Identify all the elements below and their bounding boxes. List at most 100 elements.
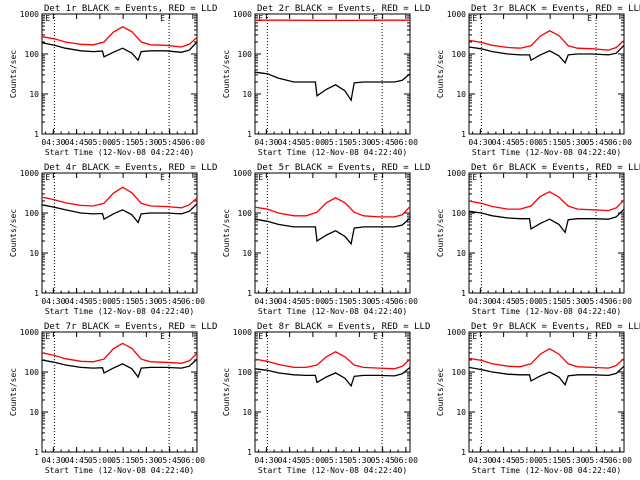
detector-panel-6: Det 6r BLACK = Events, RED = LLD 1 10 100 10… [436,163,640,316]
x-tick-label: 05:30 [134,138,158,147]
y-tick-label: 1000 [447,328,466,337]
x-tick-label: 04:45 [492,297,516,306]
x-tick-label: 05:45 [158,138,182,147]
event-marker-label: E [160,332,165,341]
y-axis-label: Counts/sec [436,368,445,416]
x-axis-label: Start Time (12-Nov-08 04:22:40) [45,148,194,157]
x-tick-label: 04:45 [278,297,302,306]
x-tick-label: 06:00 [181,297,205,306]
plot-frame [468,13,625,135]
x-tick-label: 05:00 [88,138,112,147]
x-axis-label: Start Time (12-Nov-08 04:22:40) [472,466,621,475]
x-tick-label: 04:30 [41,138,65,147]
y-tick-label: 1 [461,130,466,139]
x-tick-label: 05:30 [347,456,371,465]
panel-title: Det 7r BLACK = Events, RED = LLD [44,322,217,332]
y-tick-label: 1000 [233,10,252,19]
detector-panel-7: Det 7r BLACK = Events, RED = LLD 1 10 100 10… [9,322,217,475]
event-marker-label: E [472,14,477,23]
series-events-line [254,366,411,388]
event-marker-label: E [373,173,378,182]
x-tick-label: 05:45 [371,138,395,147]
event-marker-label: E [587,173,592,182]
event-marker-label: E [160,14,165,23]
x-tick-label: 04:45 [278,456,302,465]
panel-title: Det 4r BLACK = Events, RED = LLD [44,163,217,173]
series-lld-line [41,26,198,48]
y-tick-label: 1 [247,448,252,457]
detector-panel-4: Det 4r BLACK = Events, RED = LLD 1 10 100 10… [9,163,217,316]
x-tick-label: 05:00 [515,456,539,465]
x-tick-label: 05:45 [158,297,182,306]
x-tick-label: 06:00 [181,456,205,465]
x-tick-label: 04:45 [65,138,89,147]
y-tick-label: 1 [34,289,39,298]
x-tick-label: 05:00 [515,138,539,147]
detector-panel-1: Det 1r BLACK = Events, RED = LLD 1 10 100 10… [9,4,217,157]
x-tick-label: 05:45 [585,138,609,147]
x-tick-label: 05:15 [111,138,135,147]
series-events-line [254,71,411,102]
y-tick-label: 100 [238,368,253,377]
detector-panel-8: Det 8r BLACK = Events, RED = LLD 1 10 100 10… [222,322,430,475]
y-axis-label: Counts/sec [222,368,231,416]
y-axis-label: Counts/sec [222,209,231,257]
x-tick-label: 04:45 [65,297,89,306]
x-tick-label: 05:45 [585,456,609,465]
y-tick-label: 10 [29,90,39,99]
series-events-line [468,44,625,65]
y-tick-label: 1 [247,130,252,139]
x-tick-label: 05:30 [561,138,585,147]
series-events-line [468,208,625,234]
panel-title: Det 9r BLACK = Events, RED = LLD [471,322,640,332]
x-axis-label: Start Time (12-Nov-08 04:22:40) [472,148,621,157]
series-lld-line [254,351,411,370]
x-tick-label: 05:45 [158,456,182,465]
panel-title: Det 3r BLACK = Events, RED = LLD [471,4,640,14]
x-tick-label: 06:00 [608,456,632,465]
y-tick-label: 1000 [20,10,39,19]
x-tick-label: 05:30 [347,138,371,147]
series-events-line [41,41,198,62]
x-tick-label: 06:00 [394,297,418,306]
y-tick-label: 1000 [233,169,252,178]
x-tick-label: 05:15 [538,456,562,465]
x-tick-label: 04:30 [468,297,492,306]
y-axis-label: Counts/sec [222,50,231,98]
y-axis-label: Counts/sec [436,50,445,98]
panel-title: Det 1r BLACK = Events, RED = LLD [44,4,217,14]
x-tick-label: 04:30 [254,297,278,306]
panel-title: Det 5r BLACK = Events, RED = LLD [257,163,430,173]
y-tick-label: 1000 [447,169,466,178]
x-tick-label: 05:45 [585,297,609,306]
x-tick-label: 05:00 [301,456,325,465]
y-tick-label: 1 [247,289,252,298]
x-tick-label: 06:00 [181,138,205,147]
event-marker-label: E [45,14,50,23]
y-tick-label: 100 [25,368,40,377]
x-tick-label: 05:00 [515,297,539,306]
y-tick-label: 1 [34,448,39,457]
series-lld-line [41,342,198,364]
y-tick-label: 10 [242,90,252,99]
x-tick-label: 05:30 [561,297,585,306]
y-axis-label: Counts/sec [9,209,18,257]
y-tick-label: 10 [29,249,39,258]
plot-frame [41,172,198,294]
x-tick-label: 04:45 [65,456,89,465]
event-marker-label: E [45,332,50,341]
series-events-line [41,203,198,224]
x-tick-label: 06:00 [394,456,418,465]
x-tick-label: 05:00 [88,297,112,306]
x-tick-label: 04:45 [278,138,302,147]
event-marker-label: E [258,332,263,341]
y-tick-label: 10 [242,408,252,417]
y-tick-label: 100 [452,50,467,59]
plot-frame [254,172,411,294]
detector-panel-3: Det 3r BLACK = Events, RED = LLD 1 10 100 10… [436,4,640,157]
x-tick-label: 05:15 [111,297,135,306]
x-axis-label: Start Time (12-Nov-08 04:22:40) [258,148,407,157]
x-tick-label: 06:00 [608,138,632,147]
y-tick-label: 100 [25,209,40,218]
plot-frame [468,331,625,453]
